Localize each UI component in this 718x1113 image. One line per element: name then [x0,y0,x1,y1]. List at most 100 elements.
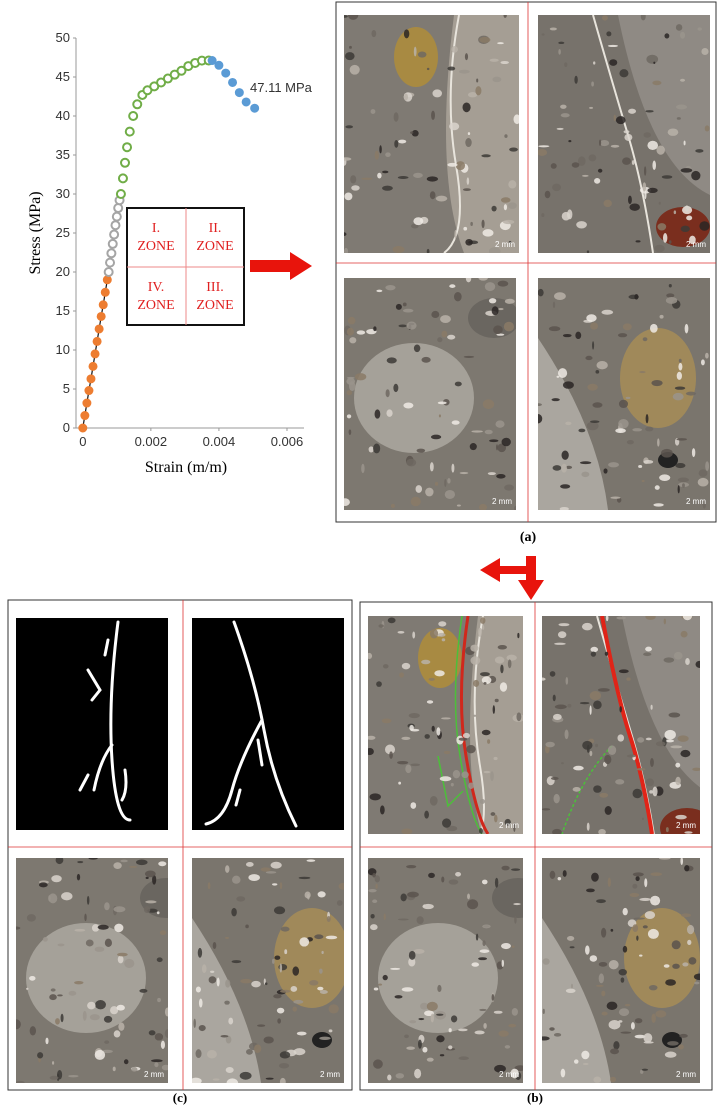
aggregate [596,899,606,903]
aggregate [500,664,503,673]
aggregate [599,973,604,983]
aggregate [52,1061,54,1065]
aggregate [251,981,261,987]
aggregate [367,736,376,740]
aggregate [382,186,393,191]
micrograph: 2 mm [534,278,710,511]
aggregate [664,33,669,38]
aggregate [329,1004,339,1013]
panel-label: (c) [173,1090,187,1105]
aggregate [337,900,343,906]
aggregate [447,335,455,340]
aggregate [474,1031,484,1035]
aggregate [451,783,454,787]
aggregate [496,474,505,479]
aggregate [692,448,695,457]
aggregate [465,53,468,60]
data-point [87,375,95,383]
aggregate [118,955,124,963]
aggregate [650,872,662,876]
aggregate [280,963,282,972]
aggregate [680,750,690,757]
aggregate [537,149,547,156]
aggregate [632,924,638,932]
aggregate [389,751,393,759]
aggregate [265,982,268,985]
aggregate [427,176,438,181]
aggregate [327,916,331,922]
scale-label: 2 mm [686,240,706,249]
aggregate [425,734,430,739]
aggregate [45,1038,48,1045]
aggregate [605,806,612,815]
y-axis-title: Stress (MPa) [27,191,44,274]
large-aggregate [312,1032,332,1048]
aggregate [599,962,607,967]
aggregate [398,631,405,634]
aggregate [248,874,260,881]
aggregate [685,658,690,665]
aggregate [449,284,455,288]
aggregate [627,440,634,444]
aggregate [396,1073,405,1078]
aggregate [639,898,651,901]
aggregate [95,1000,106,1009]
aggregate [254,1044,261,1053]
aggregate [583,1063,589,1065]
aggregate [545,742,554,748]
aggregate [427,249,430,254]
aggregate [86,940,94,947]
aggregate [406,865,416,868]
aggregate [618,419,628,428]
aggregate [479,275,488,280]
aggregate [370,924,378,930]
aggregate [468,782,473,788]
aggregate [349,381,355,391]
aggregate [593,1077,601,1083]
aggregate [460,472,469,474]
aggregate [480,617,485,624]
aggregate [371,109,376,114]
aggregate [698,27,702,30]
aggregate [624,130,630,133]
aggregate [161,1041,165,1049]
aggregate [56,856,64,864]
aggregate [225,937,229,939]
aggregate [456,161,465,170]
aggregate [479,1009,486,1011]
aggregate [95,947,105,952]
aggregate [674,210,676,214]
aggregate [485,430,493,435]
scale-label: 2 mm [676,821,696,830]
aggregate [483,682,486,685]
aggregate [441,331,447,338]
aggregate [623,946,627,953]
aggregate [645,110,653,112]
aggregate [431,311,439,318]
aggregate [626,677,630,680]
aggregate [373,1059,383,1068]
aggregate [463,227,467,231]
aggregate [368,889,376,892]
aggregate [440,1054,444,1056]
aggregate [478,957,487,960]
aggregate [497,42,504,44]
aggregate [589,154,597,161]
aggregate [430,629,438,639]
aggregate [369,446,374,452]
aggregate [560,105,566,109]
aggregate [585,356,592,360]
aggregate [190,1078,202,1085]
aggregate [26,988,28,990]
aggregate [361,178,372,180]
aggregate [479,828,483,834]
aggregate [272,959,275,964]
micrographs: 2 mm2 mm2 mm2 mm2 mm2 mm2 mm2 mm2 mm2 mm [12,11,714,1090]
aggregate [228,1018,233,1025]
aggregate [274,906,285,914]
aggregate [567,209,572,219]
aggregate [496,444,498,450]
aggregate [413,217,423,225]
aggregate [454,230,456,239]
aggregate [642,1069,648,1071]
